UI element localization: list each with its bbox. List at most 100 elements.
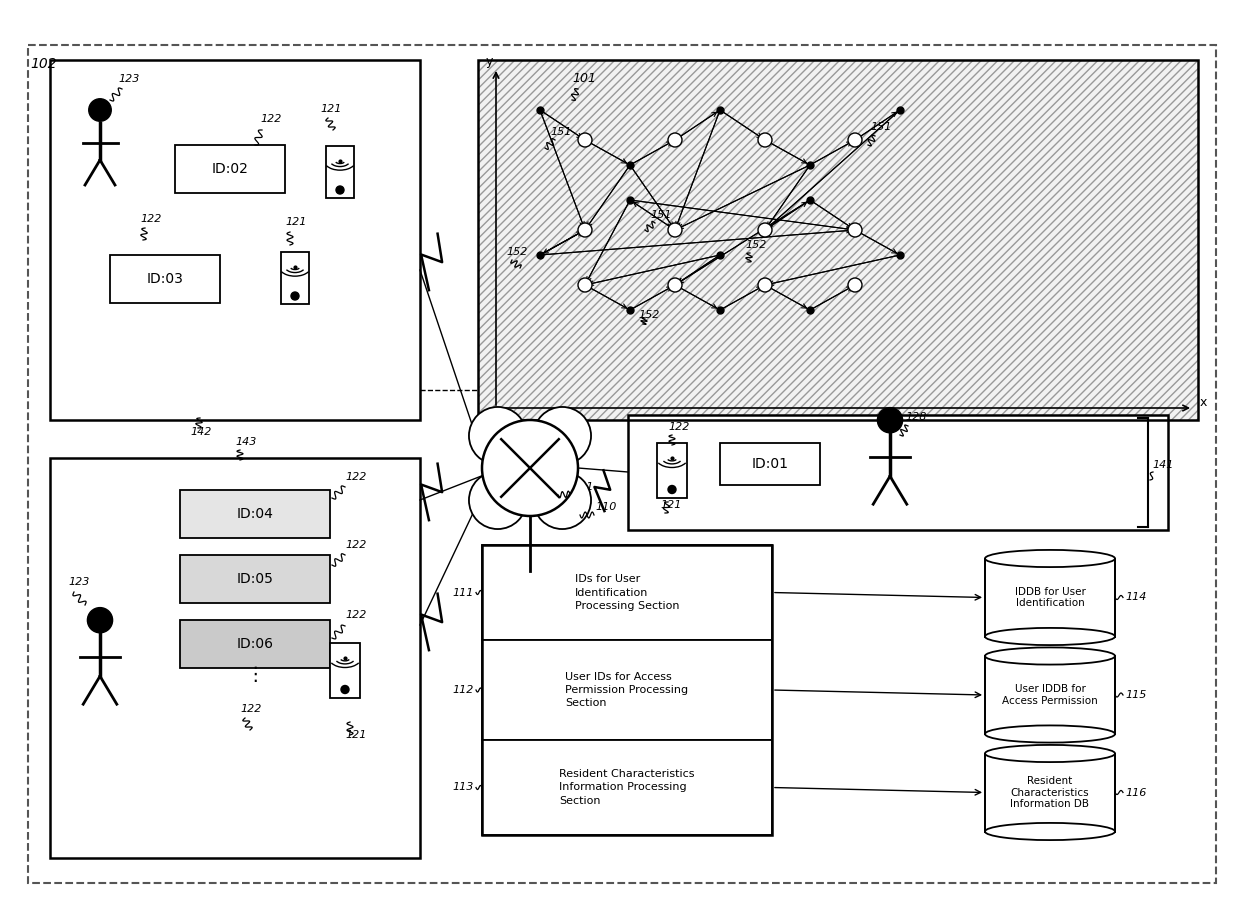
Bar <box>477 60 1198 420</box>
Text: 152: 152 <box>506 247 527 257</box>
Text: 122: 122 <box>140 214 161 224</box>
Text: 121: 121 <box>285 217 306 227</box>
Circle shape <box>668 223 682 237</box>
Ellipse shape <box>985 725 1115 743</box>
Text: 152: 152 <box>745 240 766 250</box>
Text: 110: 110 <box>595 502 616 512</box>
Bar <box>720 443 820 485</box>
Text: ID:05: ID:05 <box>237 572 274 586</box>
Bar <box>627 415 1168 530</box>
Text: ID:03: ID:03 <box>146 272 184 286</box>
Circle shape <box>668 278 682 292</box>
Text: 121: 121 <box>660 500 681 510</box>
Bar <box>657 442 687 498</box>
Bar <box>281 252 309 304</box>
Text: 101: 101 <box>572 72 596 85</box>
Text: 142: 142 <box>190 427 211 437</box>
Text: User IDDB for
Access Permission: User IDDB for Access Permission <box>1002 684 1097 706</box>
Bar <box>985 656 1115 734</box>
Circle shape <box>341 686 348 693</box>
Circle shape <box>533 472 591 529</box>
Text: x: x <box>1200 396 1208 409</box>
Text: 122: 122 <box>668 422 689 432</box>
Text: 123: 123 <box>118 74 139 84</box>
Circle shape <box>668 486 676 494</box>
Circle shape <box>578 133 591 147</box>
Bar <box>482 545 773 835</box>
Ellipse shape <box>985 647 1115 665</box>
Circle shape <box>469 472 527 529</box>
Ellipse shape <box>985 628 1115 645</box>
Text: 102: 102 <box>30 57 57 71</box>
Bar <box>50 60 420 420</box>
Circle shape <box>89 99 112 121</box>
Text: ID:02: ID:02 <box>212 162 248 176</box>
Text: ID:06: ID:06 <box>237 637 274 651</box>
Text: 113: 113 <box>453 782 474 792</box>
Circle shape <box>848 223 862 237</box>
Bar <box>326 146 353 198</box>
Text: IDs for User
Identification
Processing Section: IDs for User Identification Processing S… <box>575 575 680 610</box>
Circle shape <box>336 186 343 194</box>
Bar <box>330 643 360 698</box>
Circle shape <box>758 223 773 237</box>
Bar <box>482 640 773 740</box>
Bar <box>482 740 773 835</box>
Ellipse shape <box>985 823 1115 840</box>
Bar <box>180 555 330 603</box>
Text: 141: 141 <box>1152 460 1173 470</box>
Text: 122: 122 <box>345 610 366 620</box>
Bar <box>50 458 420 858</box>
Text: 152: 152 <box>639 310 660 320</box>
Circle shape <box>578 278 591 292</box>
Text: 112: 112 <box>453 685 474 695</box>
Text: Resident
Characteristics
Information DB: Resident Characteristics Information DB <box>1011 776 1090 809</box>
Circle shape <box>758 133 773 147</box>
Text: 128: 128 <box>905 412 926 422</box>
Bar <box>482 545 773 640</box>
Text: 121: 121 <box>320 104 341 114</box>
Text: 122: 122 <box>345 540 366 550</box>
Circle shape <box>469 407 527 465</box>
Text: ID:04: ID:04 <box>237 507 274 521</box>
Circle shape <box>848 278 862 292</box>
Circle shape <box>758 278 773 292</box>
Bar <box>985 558 1115 636</box>
Text: IDDB for User
Identification: IDDB for User Identification <box>1014 587 1085 609</box>
Text: 111: 111 <box>453 588 474 598</box>
Ellipse shape <box>985 550 1115 567</box>
Text: 123: 123 <box>68 577 89 587</box>
Text: 151: 151 <box>650 210 671 220</box>
Bar <box>110 255 219 303</box>
Circle shape <box>87 608 113 633</box>
Bar <box>180 490 330 538</box>
Text: 151: 151 <box>870 122 892 132</box>
Text: 131: 131 <box>572 482 594 492</box>
Circle shape <box>291 292 299 300</box>
Text: 122: 122 <box>345 472 366 482</box>
Text: 115: 115 <box>1125 690 1146 700</box>
Text: 114: 114 <box>1125 592 1146 602</box>
Bar <box>175 145 285 193</box>
Text: 116: 116 <box>1125 788 1146 798</box>
Text: y: y <box>486 55 494 68</box>
Text: 151: 151 <box>551 127 572 137</box>
Circle shape <box>878 408 903 432</box>
Circle shape <box>482 420 578 516</box>
Text: ID:01: ID:01 <box>751 457 789 471</box>
Bar <box>477 60 1198 420</box>
Text: User IDs for Access
Permission Processing
Section: User IDs for Access Permission Processin… <box>565 672 688 708</box>
Text: Resident Characteristics
Information Processing
Section: Resident Characteristics Information Pro… <box>559 769 694 806</box>
Bar <box>180 620 330 668</box>
Circle shape <box>848 133 862 147</box>
Bar <box>985 754 1115 832</box>
Ellipse shape <box>985 744 1115 762</box>
Circle shape <box>533 407 591 465</box>
Circle shape <box>578 223 591 237</box>
Text: 121: 121 <box>345 730 366 740</box>
Text: ⋮: ⋮ <box>246 665 265 684</box>
Text: 143: 143 <box>236 437 257 447</box>
Circle shape <box>668 133 682 147</box>
Text: 122: 122 <box>241 704 262 714</box>
Text: 122: 122 <box>260 114 281 124</box>
